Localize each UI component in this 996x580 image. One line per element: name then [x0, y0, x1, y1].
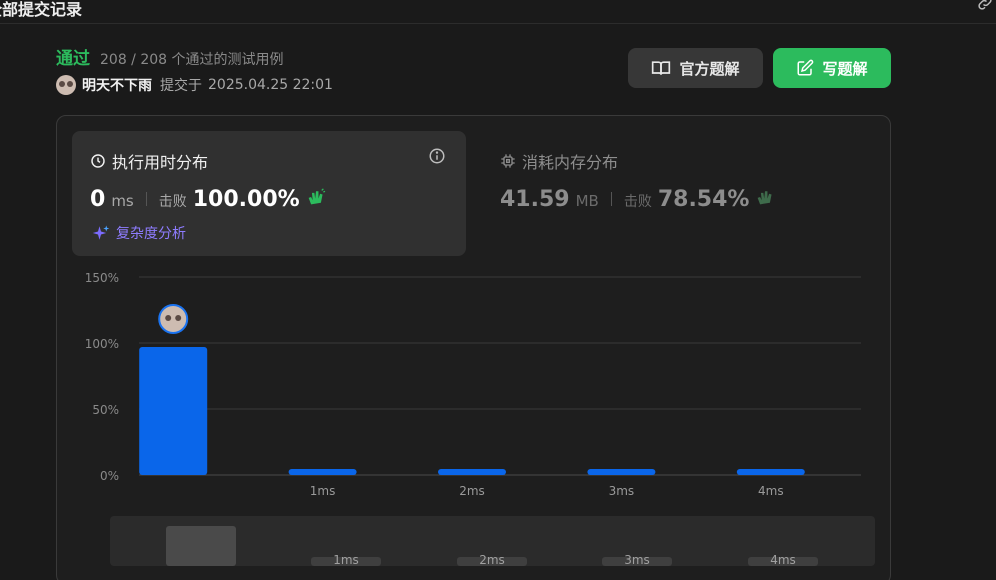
test-cases-count: 208 / 208 个通过的测试用例	[100, 52, 284, 68]
divider	[610, 192, 612, 206]
runtime-title: 执行用时分布	[112, 153, 209, 172]
x-tick-label: 1ms	[310, 484, 336, 498]
clock-icon	[91, 154, 105, 168]
memory-beat-label: 击败	[623, 194, 652, 210]
complexity-analysis-link[interactable]: 复杂度分析	[92, 223, 186, 243]
submission-status: 通过 208 / 208 个通过的测试用例	[56, 44, 284, 69]
top-bar: 全部提交记录	[0, 0, 996, 24]
runtime-beat-pct: 100.00%	[192, 187, 300, 212]
runtime-card[interactable]: 执行用时分布 0 ms 击败 100.00% 复杂度分析	[72, 131, 466, 256]
clap-icon	[308, 188, 325, 205]
divider	[145, 192, 147, 206]
chip-icon	[501, 154, 515, 168]
runtime-beat-label: 击败	[158, 194, 187, 210]
runtime-value: 0	[90, 187, 106, 212]
minimap-label: 3ms	[624, 553, 650, 567]
runtime-title-row: 执行用时分布	[90, 149, 208, 173]
sparkle-icon	[92, 225, 110, 240]
runtime-metric: 0 ms 击败 100.00%	[90, 187, 326, 212]
official-solution-button[interactable]: 官方题解	[628, 48, 763, 88]
memory-card[interactable]: 消耗内存分布 41.59 MB 击败 78.54%	[482, 131, 876, 256]
y-tick-label: 100%	[85, 337, 119, 351]
edit-icon	[797, 59, 814, 76]
clap-icon	[758, 191, 773, 205]
avatar-eye	[165, 314, 172, 321]
book-icon	[652, 61, 671, 75]
bar[interactable]	[139, 346, 208, 475]
avatar-eye	[175, 314, 182, 321]
minimap-bar	[748, 557, 818, 566]
y-tick-label: 0%	[100, 469, 119, 483]
minimap-label: 4ms	[770, 553, 796, 567]
y-tick-label: 150%	[85, 271, 119, 285]
complexity-analysis-label: 复杂度分析	[116, 226, 186, 242]
memory-metric: 41.59 MB 击败 78.54%	[500, 187, 775, 212]
submit-time: 2025.04.25 22:01	[208, 77, 333, 93]
bar[interactable]	[587, 469, 656, 475]
memory-unit: MB	[575, 192, 599, 210]
x-tick-label: 4ms	[758, 484, 784, 498]
memory-title: 消耗内存分布	[522, 153, 619, 172]
bar[interactable]	[288, 469, 357, 475]
write-solution-button[interactable]: 写题解	[773, 48, 891, 88]
status-passed: 通过	[56, 49, 90, 69]
minimap-bar	[602, 557, 672, 566]
official-solution-label: 官方题解	[679, 59, 740, 78]
bar[interactable]	[438, 469, 506, 475]
page-title: 全部提交记录	[0, 0, 83, 19]
info-icon[interactable]	[428, 147, 446, 165]
minimap-bar	[457, 557, 527, 566]
submitter-info: 明天不下雨 提交于 2025.04.25 22:01	[56, 75, 333, 95]
x-tick-label: 3ms	[609, 484, 635, 498]
x-tick-label: 2ms	[459, 484, 485, 498]
minimap-bar	[166, 526, 236, 566]
minimap-label: 2ms	[479, 553, 505, 567]
minimap-track[interactable]	[110, 516, 875, 566]
bar[interactable]	[736, 469, 805, 475]
y-tick-label: 50%	[92, 403, 119, 417]
submit-prefix: 提交于	[160, 78, 202, 94]
avatar[interactable]	[56, 75, 76, 95]
memory-value: 41.59	[500, 187, 570, 212]
memory-title-row: 消耗内存分布	[500, 149, 618, 173]
minimap-bar	[311, 557, 381, 566]
user-name[interactable]: 明天不下雨	[82, 78, 152, 94]
memory-beat-pct: 78.54%	[657, 187, 750, 212]
runtime-unit: ms	[111, 192, 134, 210]
link-icon[interactable]	[976, 0, 994, 12]
write-solution-label: 写题解	[822, 59, 868, 78]
user-avatar-marker	[158, 303, 189, 334]
minimap-label: 1ms	[333, 553, 359, 567]
